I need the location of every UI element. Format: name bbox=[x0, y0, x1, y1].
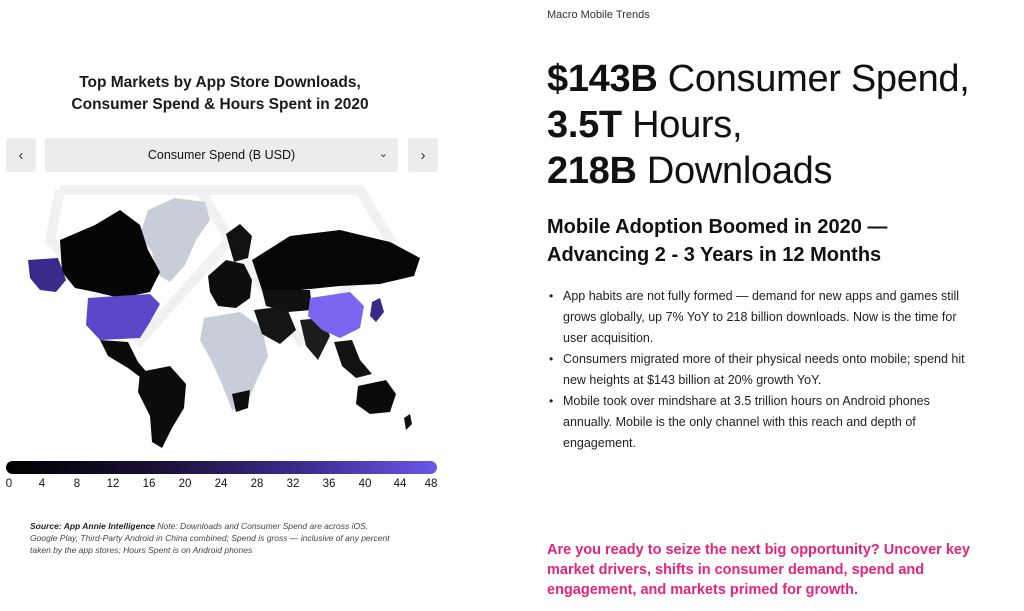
map-south-africa[interactable] bbox=[232, 390, 250, 412]
map-africa[interactable] bbox=[200, 312, 268, 410]
headline-spend-value: $143B bbox=[547, 58, 658, 100]
bullet-dot-icon: • bbox=[549, 352, 554, 366]
bullet-item: • App habits are not fully formed — deman… bbox=[547, 286, 967, 349]
source-label: Source: App Annie Intelligence bbox=[30, 521, 155, 531]
headline-hours-value: 3.5T bbox=[547, 104, 622, 146]
scale-label: 32 bbox=[286, 478, 300, 490]
scale-label: 36 bbox=[322, 478, 336, 490]
map-mexico[interactable] bbox=[100, 340, 150, 380]
bullet-dot-icon: • bbox=[549, 289, 554, 303]
bullet-item: • Consumers migrated more of their physic… bbox=[547, 349, 967, 391]
headline-hours-text: Hours, bbox=[621, 104, 743, 146]
bullet-item: • Mobile took over mindshare at 3.5 trill… bbox=[547, 391, 967, 454]
next-metric-button[interactable]: › bbox=[408, 138, 438, 172]
map-australia[interactable] bbox=[356, 380, 396, 414]
map-new-zealand[interactable] bbox=[404, 414, 412, 430]
map-panel: Top Markets by App Store Downloads, Cons… bbox=[0, 0, 445, 611]
content-panel: Macro Mobile Trends $143B Consumer Spend… bbox=[547, 0, 1017, 611]
metric-dropdown-value: Consumer Spend (B USD) bbox=[147, 148, 296, 162]
chevron-right-icon: › bbox=[420, 146, 426, 164]
map-central-asia[interactable] bbox=[262, 290, 312, 312]
map-europe[interactable] bbox=[208, 260, 252, 308]
map-middle-east[interactable] bbox=[254, 306, 296, 344]
chevron-down-icon: ⌄ bbox=[378, 148, 388, 160]
eyebrow-label: Macro Mobile Trends bbox=[547, 9, 650, 21]
headline-downloads-text: Downloads bbox=[636, 150, 833, 192]
chevron-left-icon: ‹ bbox=[18, 146, 24, 164]
world-map-svg bbox=[28, 185, 420, 448]
map-russia[interactable] bbox=[252, 230, 420, 290]
call-to-action: Are you ready to seize the next big oppo… bbox=[547, 542, 971, 598]
world-map[interactable] bbox=[0, 180, 445, 450]
headline-downloads-value: 218B bbox=[547, 150, 637, 192]
metric-dropdown[interactable]: Consumer Spend (B USD) ⌄ bbox=[45, 138, 398, 172]
scale-label: 44 bbox=[393, 478, 407, 490]
map-alaska[interactable] bbox=[28, 258, 66, 292]
scale-label: 16 bbox=[142, 478, 156, 490]
map-canada[interactable] bbox=[60, 210, 160, 298]
metric-selector-row: ‹ Consumer Spend (B USD) ⌄ › bbox=[6, 138, 438, 172]
scale-label: 0 bbox=[5, 478, 13, 490]
scale-label: 28 bbox=[250, 478, 264, 490]
source-note: Source: App Annie Intelligence Note: Dow… bbox=[30, 520, 390, 556]
scale-label: 20 bbox=[178, 478, 192, 490]
scale-label: 24 bbox=[214, 478, 228, 490]
color-scale-bar bbox=[6, 461, 437, 474]
color-scale-labels: 0 4 8 12 16 20 24 28 32 36 40 44 48 bbox=[0, 478, 445, 494]
map-china[interactable] bbox=[308, 292, 364, 338]
map-south-america[interactable] bbox=[138, 366, 186, 448]
map-scandinavia[interactable] bbox=[226, 224, 252, 262]
scale-label: 48 bbox=[424, 478, 438, 490]
scale-label: 8 bbox=[73, 478, 81, 490]
scale-label: 40 bbox=[358, 478, 372, 490]
scale-label: 12 bbox=[106, 478, 120, 490]
map-greenland[interactable] bbox=[140, 198, 210, 282]
source-note-text: Note: Downloads and Consumer Spend are a… bbox=[30, 521, 390, 555]
headline: $143B Consumer Spend, 3.5T Hours, 218B Do… bbox=[547, 56, 1007, 194]
subheading: Mobile Adoption Boomed in 2020 — Advanci… bbox=[547, 216, 888, 266]
map-usa[interactable] bbox=[86, 294, 160, 340]
headline-spend-text: Consumer Spend, bbox=[657, 58, 970, 100]
previous-metric-button[interactable]: ‹ bbox=[6, 138, 36, 172]
bullet-list: • App habits are not fully formed — deman… bbox=[547, 286, 967, 454]
scale-label: 4 bbox=[38, 478, 46, 490]
map-southeast-asia[interactable] bbox=[334, 340, 372, 378]
bullet-dot-icon: • bbox=[549, 394, 554, 408]
map-title: Top Markets by App Store Downloads, Cons… bbox=[71, 74, 369, 113]
map-japan[interactable] bbox=[370, 298, 384, 322]
